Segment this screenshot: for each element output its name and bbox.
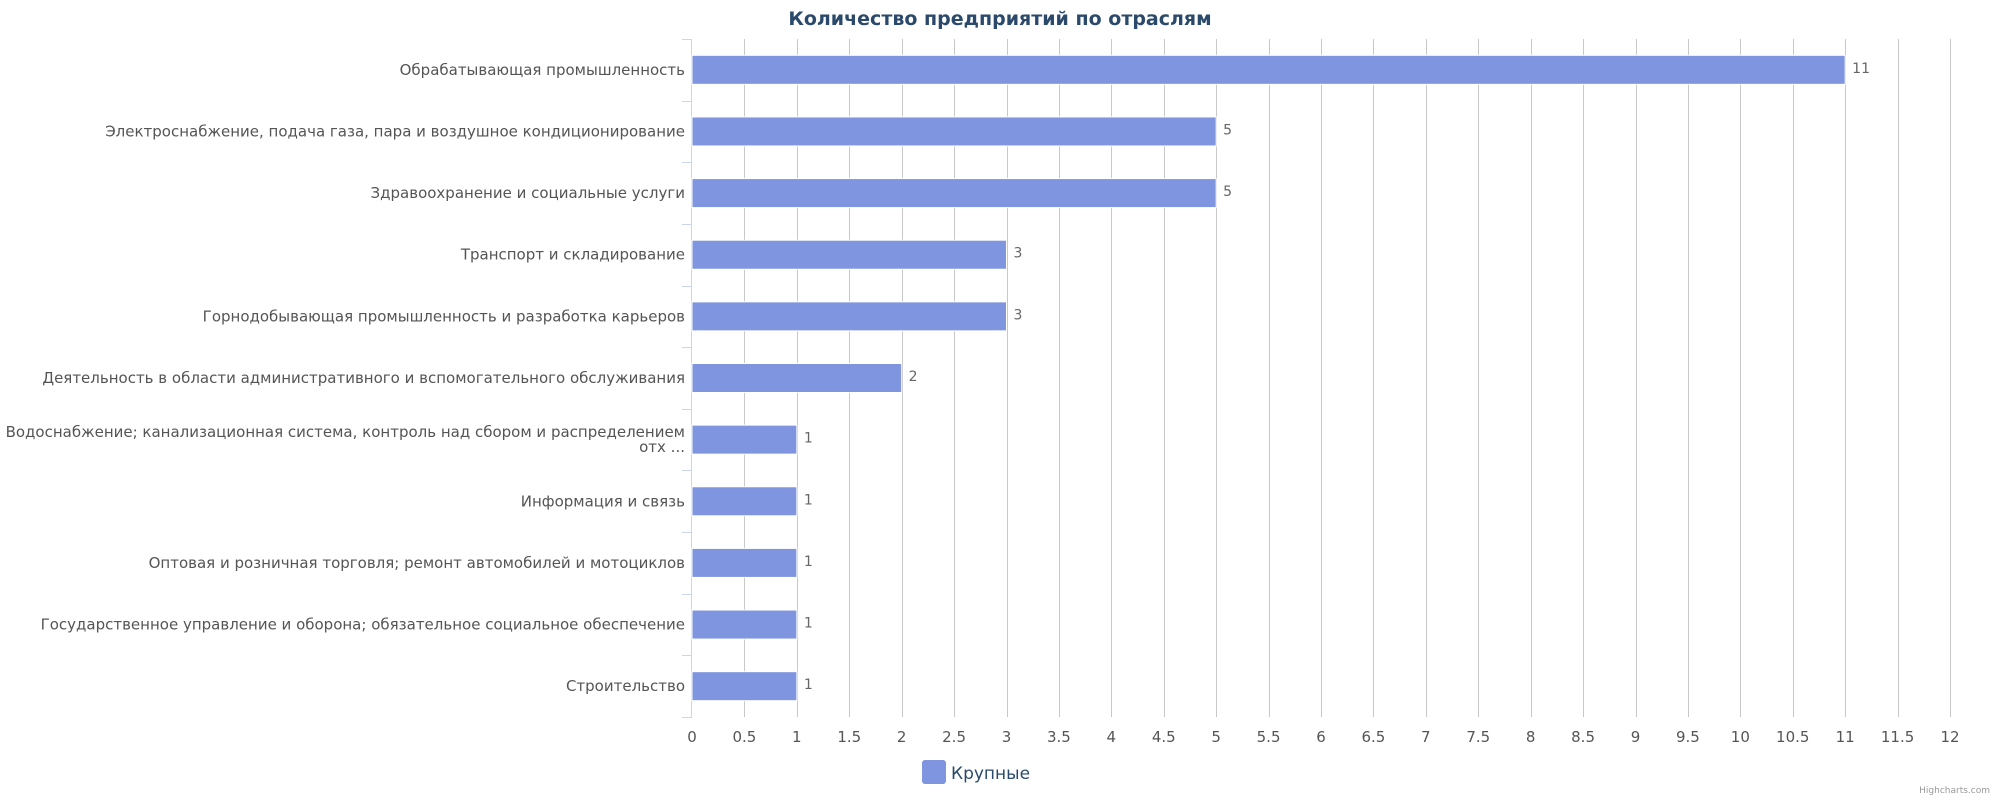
category-label: Деятельность в области административного…: [42, 369, 685, 387]
credits-link[interactable]: Highcharts.com: [1919, 786, 1990, 796]
category-label: Строительство: [566, 677, 685, 695]
data-label: 1: [804, 677, 813, 693]
data-label: 3: [1014, 307, 1023, 323]
x-tick-label: 9: [1631, 728, 1641, 746]
category-label: Электроснабжение, подача газа, пара и во…: [105, 122, 685, 140]
category-label: Обрабатывающая промышленность: [400, 61, 685, 79]
data-label: 11: [1852, 61, 1870, 77]
x-tick-label: 7.5: [1466, 728, 1490, 746]
category-label: Государственное управление и оборона; об…: [41, 616, 685, 634]
data-label: 3: [1014, 246, 1023, 262]
bar[interactable]: [691, 609, 798, 640]
x-tick-label: 3: [1002, 728, 1012, 746]
x-tick-label: 6: [1316, 728, 1326, 746]
category-label: Горнодобывающая промышленность и разрабо…: [203, 307, 685, 325]
category-label: Водоснабжение; канализационная система, …: [6, 423, 685, 441]
x-tick-label: 11.5: [1881, 728, 1914, 746]
x-axis-tick-labels: 0 0.5 1 1.5 2 2.5 3 3.5 4 4.5 5 5.5 6 6.5 7 7.5 8 8.5 9 9.5…: [687, 728, 1959, 746]
grid-lines: [744, 39, 1951, 717]
x-tick-label: 5: [1211, 728, 1221, 746]
bar[interactable]: [691, 301, 1007, 332]
legend-label: Крупные: [951, 764, 1030, 784]
bar[interactable]: [691, 547, 798, 578]
x-tick-label: 9.5: [1676, 728, 1700, 746]
data-label: 1: [804, 616, 813, 632]
category-labels: Обрабатывающая промышленность Электроснаб…: [6, 61, 685, 695]
category-label: Транспорт и складирование: [460, 246, 685, 264]
x-tick-label: 11: [1836, 728, 1855, 746]
bar[interactable]: [691, 363, 903, 393]
bar[interactable]: [691, 239, 1007, 270]
bar[interactable]: [691, 178, 1217, 209]
x-tick-label: 2.5: [942, 728, 966, 746]
category-label: отх ...: [639, 438, 685, 456]
x-tick-label: 12: [1940, 728, 1959, 746]
x-tick-label: 8.5: [1571, 728, 1595, 746]
data-label: 1: [804, 554, 813, 570]
data-label: 1: [804, 431, 813, 447]
x-tick-label: 8: [1526, 728, 1536, 746]
bar[interactable]: [691, 54, 1846, 85]
category-label: Здравоохранение и социальные услуги: [371, 184, 685, 202]
x-tick-label: 6.5: [1361, 728, 1385, 746]
bar[interactable]: [691, 424, 798, 455]
x-tick-label: 1.5: [837, 728, 861, 746]
legend[interactable]: Крупные: [922, 760, 1030, 784]
bar[interactable]: [691, 671, 798, 702]
legend-symbol: [922, 760, 946, 784]
x-tick-label: 1: [792, 728, 802, 746]
legend-item[interactable]: Крупные: [922, 760, 1030, 784]
category-label: Информация и связь: [521, 492, 685, 510]
x-tick-label: 10: [1731, 728, 1750, 746]
bar-series: [691, 54, 1846, 702]
bar[interactable]: [691, 486, 798, 517]
x-tick-label: 10.5: [1776, 728, 1809, 746]
x-tick-label: 4: [1107, 728, 1117, 746]
bar[interactable]: [691, 116, 1217, 147]
data-label: 1: [804, 492, 813, 508]
category-label: Оптовая и розничная торговля; ремонт авт…: [149, 554, 685, 572]
x-tick-label: 5.5: [1257, 728, 1281, 746]
chart-title: Количество предприятий по отраслям: [788, 8, 1211, 30]
data-label: 5: [1223, 184, 1232, 200]
data-label: 2: [909, 369, 918, 385]
data-label: 5: [1223, 122, 1232, 138]
x-tick-label: 2: [897, 728, 907, 746]
x-tick-label: 3.5: [1047, 728, 1071, 746]
x-tick-label: 4.5: [1152, 728, 1176, 746]
x-tick-label: 0.5: [732, 728, 756, 746]
x-tick-label: 0: [687, 728, 697, 746]
x-tick-label: 7: [1421, 728, 1431, 746]
